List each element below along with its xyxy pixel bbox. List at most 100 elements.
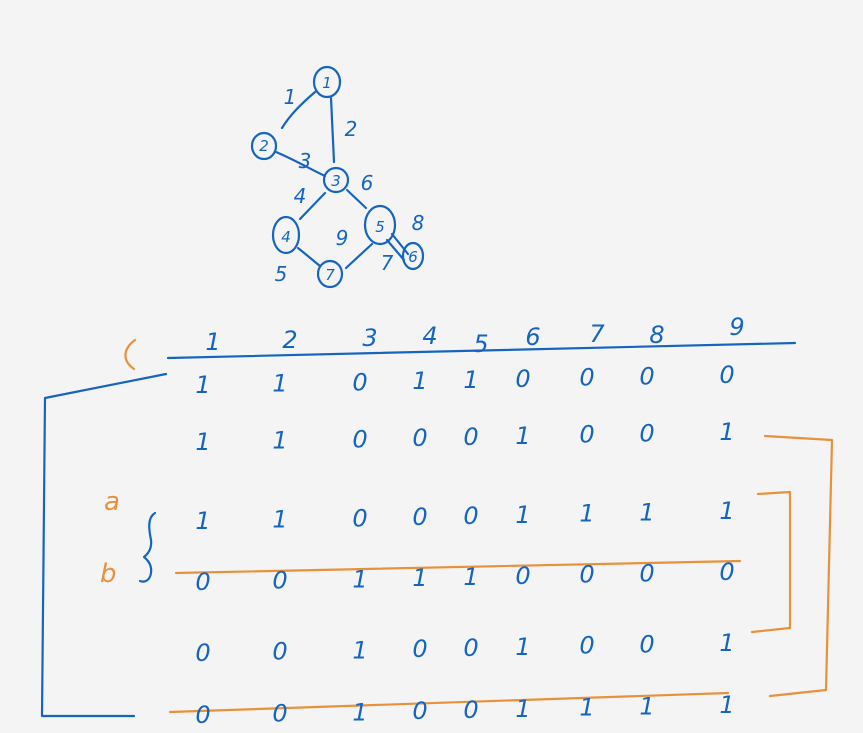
matrix-cell-r1-c4: 1 [412, 367, 427, 395]
matrix-cell-r6-c3: 1 [352, 698, 367, 726]
matrix-cells: 1 1 0 1 1 0 0 0 0 1 1 0 0 0 1 0 0 1 1 1 0 0 0 1 1 1 1 0 0 1 1 1 0 0 0 0 0 0 1 0… [195, 361, 734, 729]
matrix-cell-r3-c5: 0 [463, 502, 478, 530]
right-bracket-inner [750, 490, 792, 634]
graph-node-2-circle [250, 131, 278, 161]
matrix-cell-r3-c2: 1 [272, 506, 287, 534]
matrix-cell-r1-c3: 0 [352, 368, 367, 396]
matrix-cell-r4-c9: 0 [719, 558, 734, 586]
column-header-3: 3 [362, 324, 377, 352]
matrix-cell-r2-c5: 0 [463, 423, 478, 451]
matrix-cell-r6-c2: 0 [272, 700, 287, 728]
matrix-cell-r4-c3: 1 [352, 565, 367, 593]
graph-node-4-circle [271, 215, 301, 255]
graph-node-5-circle [363, 204, 397, 246]
graph-edge-4-7 [296, 246, 322, 268]
node-3-label: 3 [331, 172, 341, 190]
edge-weight-label-8: 8 [412, 211, 425, 235]
matrix-cell-r3-c3: 0 [352, 504, 367, 532]
edge-weight-label-6: 6 [361, 171, 374, 195]
edge-weight-label-7: 7 [381, 251, 394, 275]
matrix-cell-r1-c6: 0 [515, 365, 530, 393]
graph-node-1-circle [312, 65, 342, 99]
node-7-label: 7 [325, 266, 335, 284]
edge-weight-label-1: 1 [284, 85, 297, 109]
strike-row-4 [174, 559, 742, 575]
graph-edge-1-2 [280, 90, 317, 130]
right-bracket-outer [763, 434, 834, 698]
matrix-cell-r1-c1: 1 [195, 371, 210, 399]
header-underline [166, 341, 797, 360]
matrix-cell-r5-c7: 0 [579, 632, 594, 660]
matrix-cell-r2-c3: 0 [352, 425, 367, 453]
matrix-cell-r5-c4: 0 [412, 635, 427, 663]
graph-edge-5-6 [385, 232, 410, 262]
row-annotation-a: a [104, 487, 120, 517]
matrix-cell-r4-c6: 0 [515, 562, 530, 590]
matrix-cell-r6-c7: 1 [579, 694, 594, 722]
graph-edge-1-3 [329, 96, 336, 164]
matrix-cell-r3-c6: 1 [515, 501, 530, 529]
edge-weight-label-4: 4 [294, 184, 307, 208]
matrix-cell-r4-c1: 0 [195, 568, 210, 596]
node-1-label: 1 [322, 74, 332, 92]
graph-edge-5-7 [344, 242, 374, 270]
strike-row-6 [168, 691, 730, 714]
matrix-cell-r2-c6: 1 [515, 422, 530, 450]
matrix-cell-r2-c8: 0 [639, 419, 654, 447]
column-header-8: 8 [649, 321, 664, 349]
matrix-cell-r2-c2: 1 [272, 427, 287, 455]
matrix-cell-r4-c4: 1 [412, 564, 427, 592]
matrix-cell-r6-c6: 1 [515, 695, 530, 723]
matrix-cell-r6-c4: 0 [412, 697, 427, 725]
graph-node-3-circle [322, 166, 350, 194]
matrix-cell-r5-c3: 1 [352, 636, 367, 664]
matrix-cell-r5-c8: 0 [639, 630, 654, 658]
matrix-column-headers: 1 2 3 4 5 6 7 8 9 [205, 313, 744, 358]
edge-weight-label-3: 3 [299, 149, 312, 173]
column-header-5: 5 [473, 330, 488, 358]
matrix-cell-r6-c8: 1 [639, 692, 654, 720]
matrix-cell-r2-c7: 0 [579, 421, 594, 449]
matrix-cell-r4-c7: 0 [579, 561, 594, 589]
matrix-cell-r5-c2: 0 [272, 638, 287, 666]
left-matrix-bracket [40, 372, 168, 718]
orange-open-paren [124, 338, 137, 371]
matrix-cell-r3-c8: 1 [639, 498, 654, 526]
graph-edge-3-4 [298, 191, 327, 221]
column-header-2: 2 [282, 326, 297, 354]
row-annotation-b: b [100, 559, 117, 589]
column-header-6: 6 [525, 323, 540, 351]
matrix-cell-r1-c8: 0 [639, 362, 654, 390]
matrix-cell-r6-c5: 0 [463, 696, 478, 724]
graph-edge-3-5 [345, 188, 368, 210]
matrix-cell-r2-c9: 1 [719, 418, 734, 446]
edge-weight-label-5: 5 [275, 262, 288, 286]
node-4-label: 4 [281, 228, 291, 246]
graph-node-7-circle [316, 259, 344, 289]
matrix-cell-r5-c1: 0 [195, 639, 210, 667]
edge-weight-label-9: 9 [336, 226, 349, 250]
graph-node-6-circle [401, 241, 425, 271]
curly-brace-ab [138, 511, 157, 583]
column-header-1: 1 [205, 328, 220, 356]
matrix-cell-r1-c7: 0 [579, 364, 594, 392]
matrix-cell-r5-c9: 1 [719, 629, 734, 657]
column-header-7: 7 [589, 320, 605, 348]
matrix-cell-r2-c1: 1 [195, 428, 210, 456]
matrix-cell-r6-c9: 1 [719, 691, 734, 719]
matrix-cell-r6-c1: 0 [195, 701, 210, 729]
column-header-4: 4 [422, 322, 437, 350]
matrix-cell-r1-c2: 1 [272, 370, 287, 398]
node-5-label: 5 [375, 218, 385, 236]
matrix-cell-r4-c8: 0 [639, 559, 654, 587]
matrix-cell-r3-c1: 1 [195, 507, 210, 535]
matrix-cell-r2-c4: 0 [412, 424, 427, 452]
matrix-cell-r4-c2: 0 [272, 567, 287, 595]
matrix-cell-r1-c5: 1 [463, 366, 478, 394]
node-6-label: 6 [408, 248, 418, 266]
matrix-cell-r3-c9: 1 [719, 497, 734, 525]
